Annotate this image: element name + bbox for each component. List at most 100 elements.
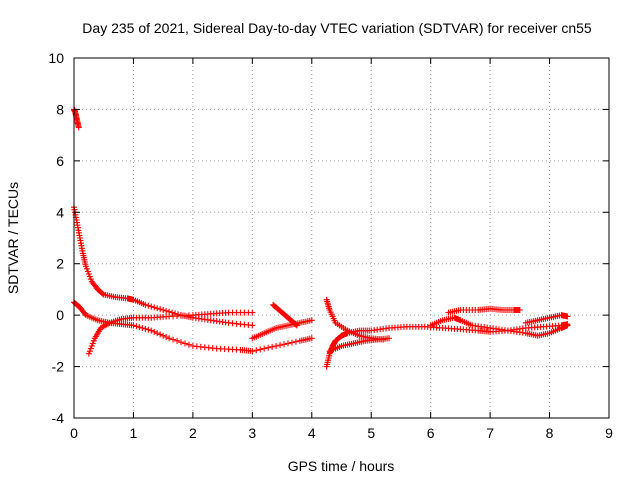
y-tick-label: 4: [56, 204, 64, 220]
data-point: [170, 336, 177, 343]
data-point: [151, 304, 158, 311]
series-arc-9: [326, 335, 393, 355]
series-arc-10: [427, 314, 571, 339]
data-point: [308, 335, 315, 342]
data-marks: [71, 106, 571, 370]
series-arc-6: [270, 301, 300, 329]
data-point: [174, 337, 181, 344]
x-tick-label: 2: [189, 425, 197, 441]
series-arc-11: [445, 305, 523, 316]
data-point: [564, 322, 571, 329]
data-point: [269, 343, 276, 350]
x-tick-label: 3: [248, 425, 256, 441]
data-point: [292, 338, 299, 345]
data-point: [273, 343, 280, 349]
data-point: [181, 340, 188, 347]
y-tick-label: -2: [52, 359, 65, 375]
data-point: [261, 345, 268, 352]
data-point: [90, 337, 97, 344]
data-point: [163, 307, 170, 314]
data-point: [281, 341, 288, 348]
data-point: [145, 302, 152, 309]
data-point: [157, 331, 164, 338]
data-point: [151, 328, 158, 335]
data-point: [86, 348, 93, 355]
data-point: [253, 347, 260, 354]
x-tick-label: 8: [546, 425, 554, 441]
data-point: [99, 290, 106, 297]
data-point: [166, 335, 173, 342]
x-tick-label: 7: [486, 425, 494, 441]
data-point: [564, 313, 571, 320]
data-point: [169, 309, 176, 316]
series-arc-5: [249, 317, 315, 342]
data-point: [308, 317, 315, 324]
data-point: [85, 350, 92, 357]
y-tick-label: 2: [56, 256, 64, 272]
y-tick-label: 6: [56, 153, 64, 169]
data-point: [154, 305, 161, 312]
data-point: [75, 124, 82, 131]
x-tick-label: 1: [130, 425, 138, 441]
data-point: [249, 309, 256, 316]
series-arc-3: [71, 299, 315, 355]
data-point: [185, 341, 192, 348]
data-point: [133, 323, 140, 330]
data-point: [130, 322, 137, 329]
data-point: [142, 325, 149, 332]
data-point: [87, 276, 94, 283]
data-point: [85, 271, 92, 277]
series-arc-2: [71, 204, 256, 329]
data-point: [86, 273, 93, 280]
data-point: [265, 344, 272, 351]
data-point: [160, 307, 167, 313]
series-arc-8: [323, 296, 387, 343]
data-point: [178, 339, 184, 346]
data-point: [148, 327, 155, 334]
data-point: [88, 343, 95, 349]
data-point: [83, 265, 90, 272]
data-point: [249, 348, 256, 355]
data-point: [154, 330, 161, 337]
x-tick-label: 9: [605, 425, 613, 441]
data-point: [82, 263, 89, 270]
data-point: [249, 322, 256, 329]
data-point: [277, 342, 284, 349]
data-point: [145, 326, 152, 333]
axis-ticks: 0 1 2 3 4 5 6 7 8 9 -4 -2 0 2 4 6 8 10: [48, 50, 613, 441]
x-tick-label: 0: [70, 425, 78, 441]
y-tick-label: -4: [52, 410, 65, 426]
x-tick-label: 6: [427, 425, 435, 441]
data-point: [288, 339, 295, 346]
data-point: [87, 345, 94, 352]
data-point: [139, 325, 146, 331]
data-point: [136, 324, 143, 331]
x-tick-label: 4: [308, 425, 316, 441]
series-arc-1: [71, 106, 82, 131]
data-point: [386, 335, 393, 342]
data-point: [148, 303, 155, 310]
data-point: [84, 268, 91, 275]
data-point: [160, 332, 167, 339]
data-point: [89, 340, 96, 347]
series-arc-7: [323, 321, 571, 370]
data-point: [516, 307, 523, 313]
data-point: [157, 306, 164, 313]
series-arc-12: [522, 312, 571, 326]
data-point: [257, 346, 264, 353]
data-point: [142, 301, 149, 308]
y-tick-label: 0: [56, 307, 64, 323]
y-tick-label: 8: [56, 101, 64, 117]
plot-frame: [73, 57, 610, 419]
series-arc-4: [85, 309, 256, 357]
y-axis-title: SDTVAR / TECUs: [5, 182, 21, 294]
grid-lines: [74, 58, 609, 418]
x-tick-label: 5: [367, 425, 375, 441]
y-tick-label: 10: [48, 50, 64, 66]
chart-title: Day 235 of 2021, Sidereal Day-to-day VTE…: [82, 20, 592, 36]
data-point: [292, 321, 299, 328]
data-point: [285, 340, 291, 347]
x-axis-title: GPS time / hours: [288, 458, 395, 474]
